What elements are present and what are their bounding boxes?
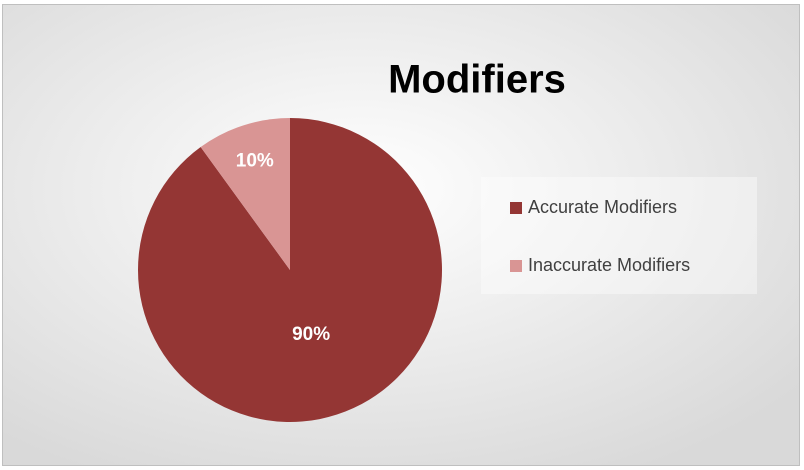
- legend-swatch: [510, 202, 522, 214]
- data-label: 10%: [236, 151, 274, 172]
- legend-label: Inaccurate Modifiers: [528, 255, 690, 275]
- legend-swatch: [510, 260, 522, 272]
- chart-title: Modifiers: [388, 58, 566, 102]
- legend-label: Accurate Modifiers: [528, 197, 677, 217]
- data-label: 90%: [292, 324, 330, 345]
- legend-box: [481, 177, 757, 294]
- pie-slice: [200, 118, 290, 270]
